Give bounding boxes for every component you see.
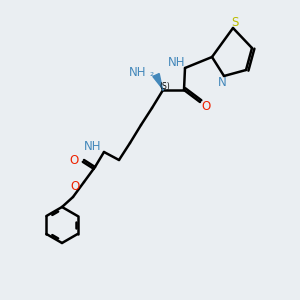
Text: O: O [70,179,80,193]
Text: O: O [69,154,79,166]
Polygon shape [153,74,163,90]
Text: S: S [231,16,239,28]
Text: NH: NH [84,140,102,152]
Text: ₂: ₂ [150,68,154,78]
Text: NH: NH [168,56,186,70]
Text: O: O [201,100,211,112]
Text: N: N [218,76,226,88]
Text: (S): (S) [160,82,170,91]
Text: NH: NH [129,67,147,80]
